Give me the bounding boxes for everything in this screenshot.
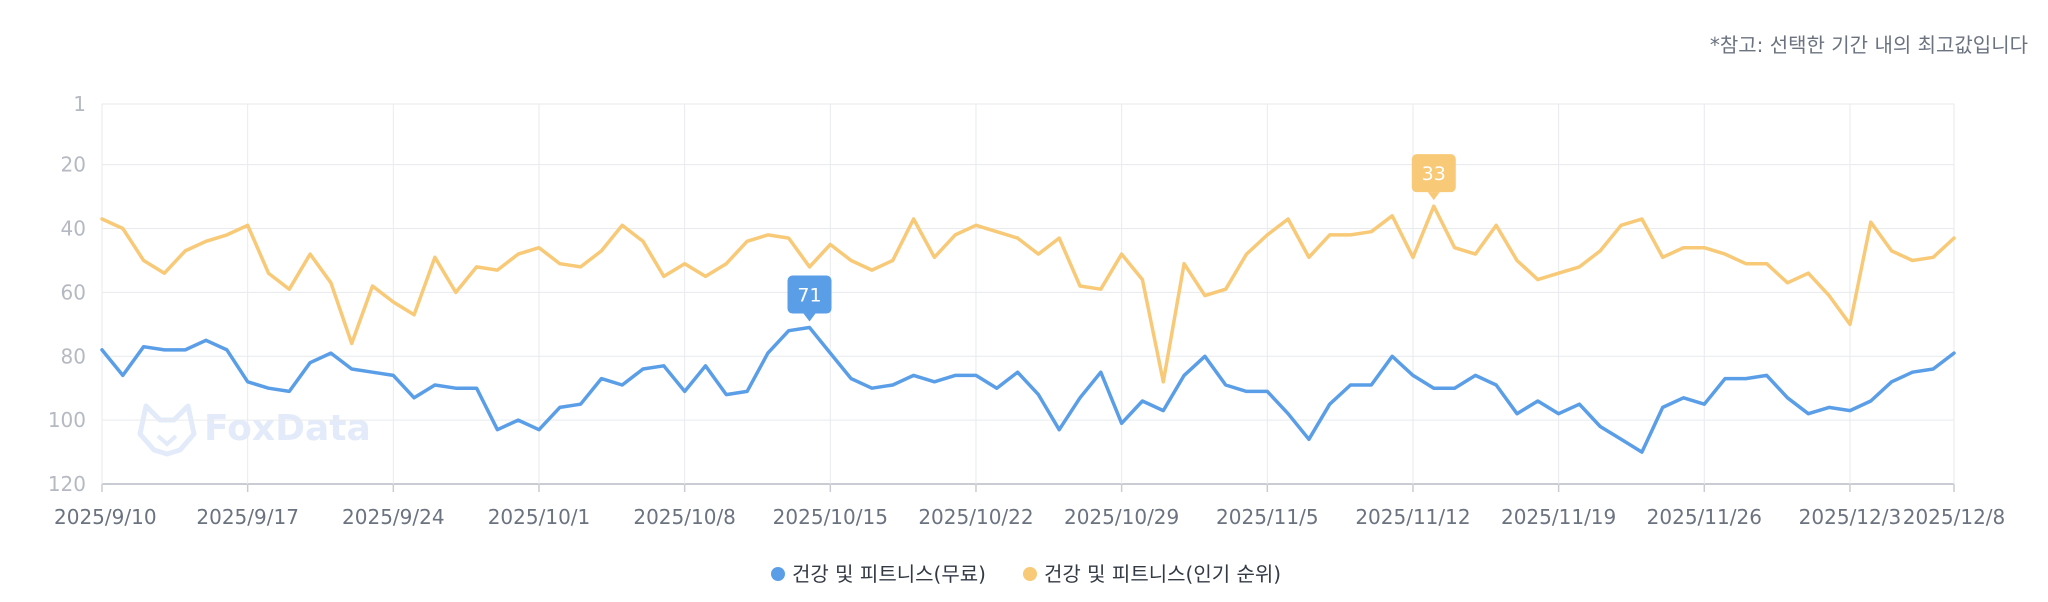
legend-label: 건강 및 피트니스(인기 순위)	[1044, 562, 1281, 586]
series-line-popular	[100, 204, 1956, 384]
legend-item-free: 건강 및 피트니스(무료)	[771, 562, 986, 586]
y-tick-label: 120	[48, 472, 86, 496]
fox-logo-icon	[137, 403, 197, 457]
y-tick-label: 100	[48, 408, 86, 432]
x-tick-label: 2025/10/15	[773, 505, 888, 529]
peak-labels: 71 33	[787, 154, 1456, 322]
peak-label-box	[1411, 154, 1456, 193]
peak-label-value: 71	[797, 285, 821, 307]
peak-label-pointer	[803, 313, 816, 322]
peak-label-free: 71	[787, 275, 832, 322]
y-tick-label: 40	[61, 217, 86, 241]
peak-label-popular: 33	[1411, 154, 1456, 201]
watermark-text: FoxData	[204, 408, 371, 449]
peak-label-box	[787, 275, 832, 314]
x-tick-label: 2025/9/24	[342, 505, 445, 529]
series-lines	[100, 204, 1956, 454]
x-tick-label: 2025/10/22	[918, 505, 1033, 529]
legend-item-popular: 건강 및 피트니스(인기 순위)	[1023, 562, 1281, 586]
x-tick-label: 2025/11/19	[1501, 505, 1616, 529]
x-axis: 2025/9/10 2025/9/17 2025/9/24 2025/10/1 2025…	[54, 484, 2005, 529]
legend: 건강 및 피트니스(무료) 건강 및 피트니스(인기 순위)	[771, 562, 1281, 586]
x-tick-label: 2025/10/8	[633, 505, 736, 529]
x-tick-label: 2025/12/8	[1903, 505, 2006, 529]
grid	[101, 103, 1955, 485]
x-tick-label: 2025/11/12	[1355, 505, 1470, 529]
legend-marker	[1023, 567, 1037, 581]
series-line-free	[100, 325, 1956, 454]
peak-label-pointer	[1427, 192, 1440, 201]
y-tick-label: 1	[73, 92, 86, 116]
x-tick-label: 2025/10/29	[1064, 505, 1179, 529]
y-tick-label: 80	[61, 344, 86, 368]
y-tick-label: 20	[61, 153, 86, 177]
peak-label-value: 33	[1422, 163, 1446, 185]
x-tick-label: 2025/11/5	[1216, 505, 1319, 529]
legend-marker	[771, 567, 785, 581]
x-tick-label: 2025/10/1	[488, 505, 591, 529]
x-tick-label: 2025/9/17	[196, 505, 299, 529]
reference-note: *참고: 선택한 기간 내의 최고값입니다	[1710, 33, 2028, 57]
watermark: FoxData	[137, 403, 371, 457]
x-tick-label: 2025/12/3	[1799, 505, 1902, 529]
legend-label: 건강 및 피트니스(무료)	[792, 562, 986, 586]
x-tick-label: 2025/9/10	[54, 505, 157, 529]
x-tick-label: 2025/11/26	[1647, 505, 1762, 529]
y-tick-label: 60	[61, 280, 86, 304]
